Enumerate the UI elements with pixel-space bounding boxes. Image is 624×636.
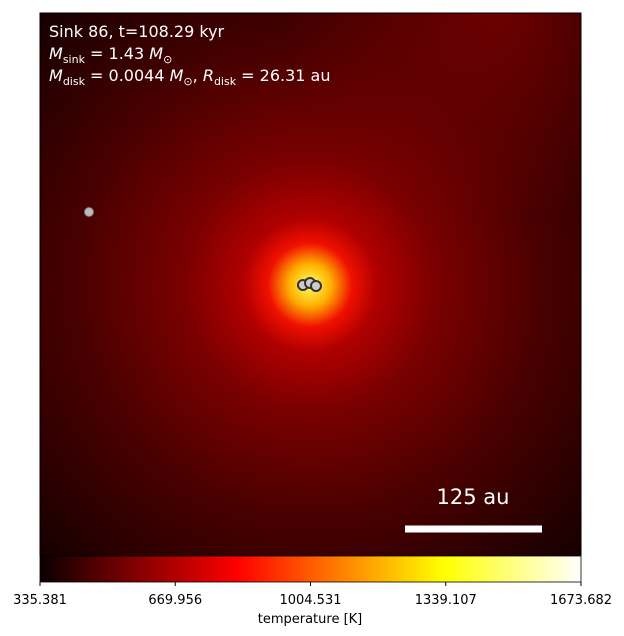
- info-part: M: [149, 44, 163, 63]
- colorbar-tick-label: 1673.682: [550, 593, 612, 608]
- info-part: ⊙: [163, 53, 172, 66]
- sinks: [84, 207, 322, 292]
- info-part: M: [170, 66, 184, 85]
- info-line: Mdisk = 0.0044 M⊙, Rdisk = 26.31 au: [49, 66, 331, 88]
- colorbar: [39, 555, 582, 583]
- info-part: = 0.0044: [85, 66, 170, 85]
- info-part: ⊙: [183, 75, 192, 88]
- sink-marker: [310, 280, 322, 292]
- colorbar-ticks: 335.381 669.956 1004.531 1339.107 1673.682: [13, 582, 612, 608]
- info-part: sink: [63, 53, 86, 66]
- info-part: M: [49, 66, 63, 85]
- colorbar-tick-label: 669.956: [148, 593, 202, 608]
- scale-bar-label: 125 au: [437, 485, 510, 509]
- scale-bar: [405, 525, 542, 533]
- sink-marker: [84, 207, 94, 217]
- info-part: Sink 86, t=108.29 kyr: [49, 22, 225, 41]
- info-line: Sink 86, t=108.29 kyr: [49, 22, 225, 41]
- info-line: Msink = 1.43 M⊙: [49, 44, 172, 66]
- info-part: M: [49, 44, 63, 63]
- colorbar-tick-label: 1004.531: [279, 593, 341, 608]
- colorbar-tick-label: 1339.107: [415, 593, 477, 608]
- info-part: ,: [193, 66, 203, 85]
- info-part: disk: [214, 75, 237, 88]
- info-part: disk: [63, 75, 86, 88]
- info-part: = 1.43: [85, 44, 149, 63]
- info-part: R: [203, 66, 214, 85]
- colorbar-tick-label: 335.381: [13, 593, 67, 608]
- info-part: = 26.31 au: [236, 66, 330, 85]
- colorbar-label: temperature [K]: [258, 612, 363, 627]
